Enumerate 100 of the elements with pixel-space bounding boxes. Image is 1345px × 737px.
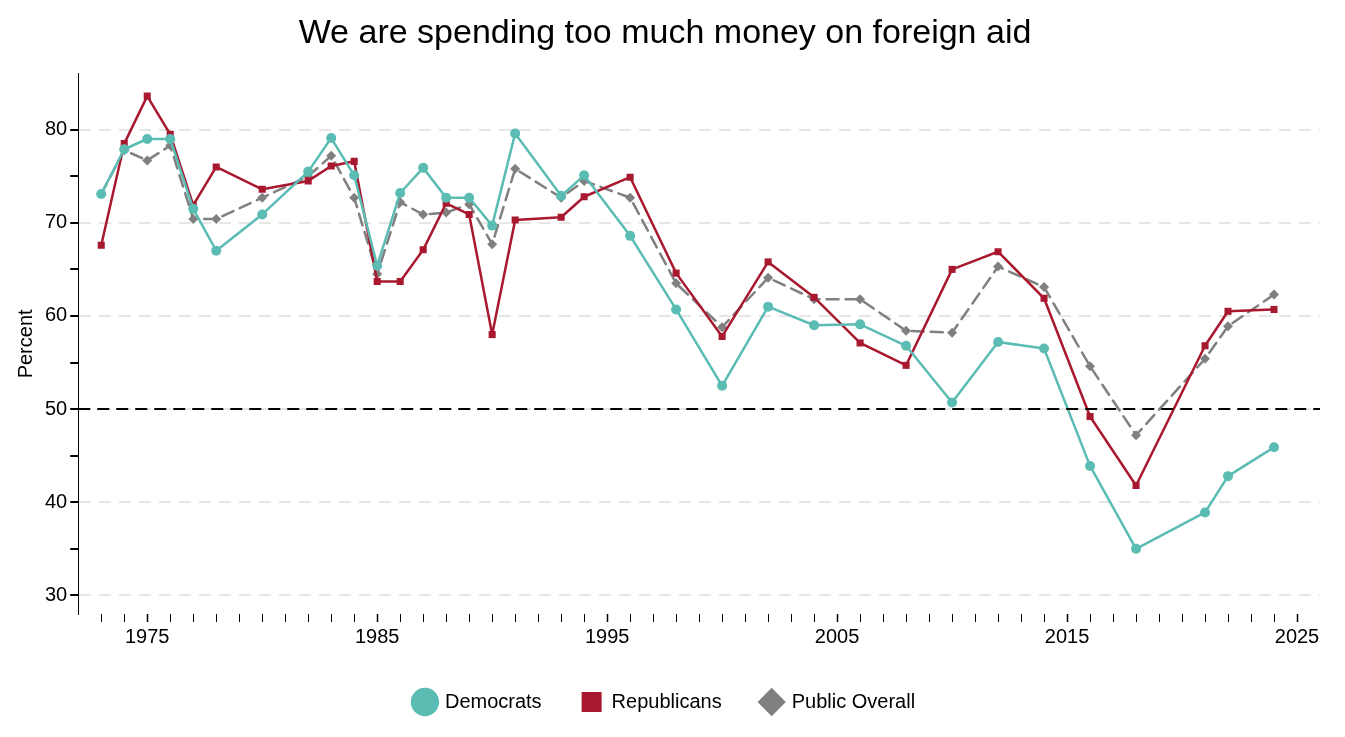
x-tick-label: 1975: [124, 624, 170, 647]
point: [165, 134, 176, 144]
point: [188, 203, 199, 214]
y-tick-label: 50: [45, 396, 68, 419]
point: [557, 213, 565, 221]
point: [511, 216, 519, 224]
x-tick-label: 2005: [814, 624, 860, 647]
point: [1269, 442, 1280, 453]
point: [257, 192, 268, 203]
legend-label: Democrats: [444, 689, 542, 712]
point: [718, 332, 726, 340]
point: [993, 337, 1004, 348]
chart-title: We are spending too much money on foreign aid: [298, 11, 1032, 50]
point: [304, 177, 312, 185]
point: [625, 192, 636, 203]
legend-label: Public Overall: [791, 689, 916, 712]
point: [349, 192, 360, 203]
y-tick-label: 80: [45, 117, 68, 140]
point: [97, 241, 105, 249]
point: [1131, 543, 1142, 554]
point: [396, 277, 404, 286]
point: [395, 188, 406, 199]
point: [763, 272, 774, 283]
x-tick-label: 2025: [1274, 624, 1320, 647]
point: [671, 304, 682, 315]
point: [510, 128, 521, 139]
point: [1131, 430, 1142, 441]
point: [856, 339, 864, 347]
point: [510, 163, 521, 174]
point: [326, 150, 337, 161]
point: [580, 193, 588, 201]
point: [327, 162, 335, 170]
point: [373, 277, 381, 286]
point: [1269, 289, 1280, 300]
point: [993, 261, 1004, 272]
point: [419, 246, 427, 254]
point: [350, 157, 358, 165]
y-tick-label: 40: [45, 489, 68, 512]
point: [143, 92, 151, 100]
x-tick-label: 1985: [354, 624, 400, 647]
point: [671, 278, 682, 289]
point: [810, 293, 818, 301]
point: [211, 245, 222, 256]
point: [717, 380, 728, 391]
point: [947, 397, 958, 408]
point: [464, 192, 475, 203]
point: [211, 214, 222, 225]
point: [1132, 481, 1140, 490]
point: [902, 361, 910, 369]
point: [1270, 305, 1278, 313]
point: [1223, 321, 1234, 332]
point: [441, 192, 452, 203]
point: [212, 163, 220, 171]
point: [855, 294, 866, 305]
point: [349, 170, 360, 181]
point: [1086, 413, 1094, 421]
point: [672, 269, 680, 277]
point: [258, 185, 266, 193]
point: [947, 327, 958, 338]
y-tick-label: 30: [45, 582, 68, 605]
point: [1085, 460, 1096, 471]
point: [326, 133, 337, 144]
point: [142, 134, 153, 144]
point: [717, 322, 728, 333]
point: [1200, 507, 1211, 518]
point: [1085, 361, 1096, 372]
point: [901, 340, 912, 351]
point: [1200, 353, 1211, 364]
point: [418, 209, 429, 220]
point: [1223, 471, 1234, 482]
point: [626, 173, 634, 181]
point: [418, 162, 429, 173]
x-tick-label: 1995: [584, 624, 630, 647]
y-axis-title: Percent: [13, 309, 36, 379]
point: [763, 301, 774, 312]
legend-label: Republicans: [611, 689, 722, 712]
point: [465, 210, 473, 218]
point: [487, 220, 498, 231]
point: [257, 209, 268, 220]
point: [142, 155, 153, 166]
point: [948, 265, 956, 273]
x-tick-label: 2015: [1044, 624, 1090, 647]
point: [579, 170, 590, 181]
point: [303, 166, 314, 177]
point: [1040, 294, 1048, 302]
point: [1201, 342, 1209, 350]
point: [487, 239, 498, 250]
point: [1224, 307, 1232, 315]
point: [764, 258, 772, 266]
point: [809, 320, 820, 331]
point: [372, 260, 383, 271]
point: [901, 325, 912, 336]
point: [855, 319, 866, 330]
y-tick-label: 70: [45, 210, 68, 233]
point: [1039, 282, 1050, 293]
point: [994, 248, 1002, 256]
point: [488, 331, 496, 339]
point: [625, 230, 636, 241]
point: [1039, 343, 1050, 354]
point: [441, 207, 452, 218]
